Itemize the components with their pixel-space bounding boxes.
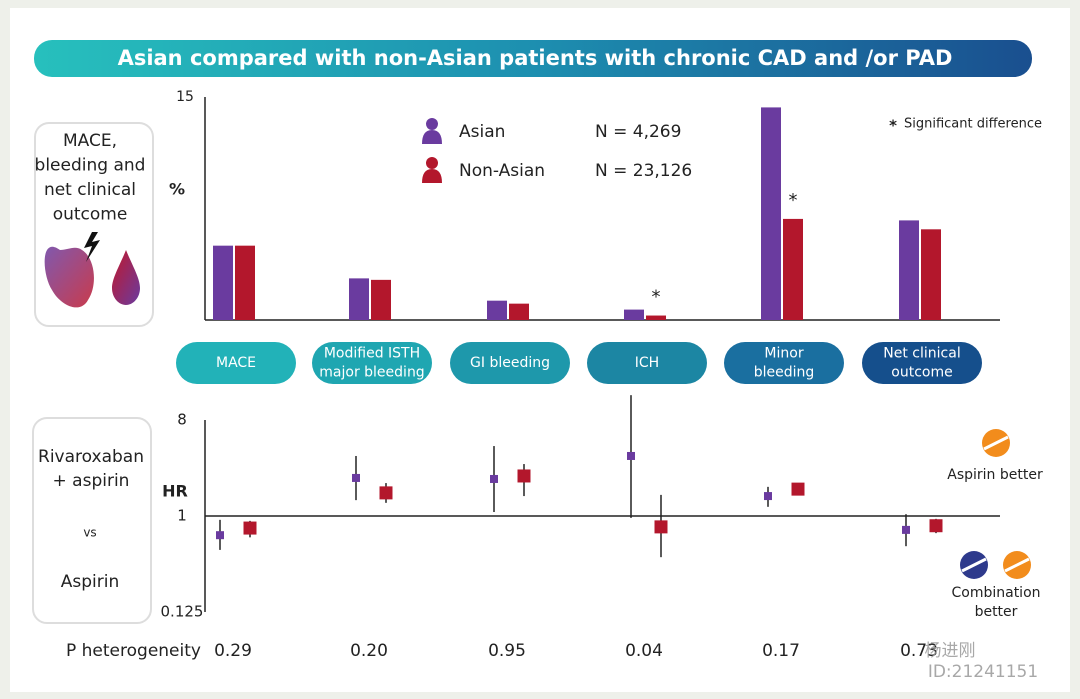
- watermark: 杨进刚: [925, 641, 976, 661]
- category-label: MACE: [216, 355, 256, 371]
- point-estimate: [654, 520, 668, 534]
- bar: [646, 315, 666, 320]
- point-estimate: [764, 492, 772, 501]
- legend-icon: [426, 157, 438, 169]
- bar: [487, 300, 507, 320]
- legend-label: Asian: [459, 122, 505, 142]
- y-tick-label: 1: [177, 507, 187, 525]
- point-estimate: [929, 519, 943, 533]
- bar: [213, 245, 233, 320]
- legend-label: Non-Asian: [459, 161, 545, 181]
- category-pill: [312, 342, 432, 384]
- bar: [371, 279, 391, 320]
- category-label: outcome: [891, 365, 952, 381]
- title: Asian compared with non-Asian patients w…: [118, 46, 953, 70]
- category-label: Minor: [764, 346, 803, 362]
- direction-label: Aspirin better: [947, 467, 1043, 483]
- y-tick-label: 15: [176, 89, 194, 105]
- y-axis-label: %: [169, 180, 185, 199]
- panel-label: bleeding and: [35, 156, 146, 176]
- p-value: 0.73: [900, 641, 938, 661]
- point-estimate: [902, 525, 910, 534]
- p-value: 0.29: [214, 641, 252, 661]
- point-estimate: [216, 531, 224, 540]
- p-value: 0.95: [488, 641, 526, 661]
- category-label: major bleeding: [319, 365, 424, 381]
- y-tick-label: 8: [177, 411, 187, 429]
- vs-label: vs: [83, 526, 96, 540]
- significance-symbol: *: [889, 117, 897, 135]
- category-label: Net clinical: [883, 346, 960, 362]
- category-pill: [862, 342, 982, 384]
- bar: [761, 107, 781, 320]
- bar: [899, 220, 919, 320]
- point-estimate: [379, 486, 393, 500]
- legend-icon: [422, 130, 442, 144]
- lightning-icon: [84, 232, 100, 262]
- legend-sample-size: N = 23,126: [595, 161, 692, 181]
- legend-sample-size: N = 4,269: [595, 122, 681, 142]
- point-estimate: [517, 469, 531, 483]
- bar: [921, 229, 941, 320]
- aspirin-icon: [982, 429, 1010, 457]
- panel-label: + aspirin: [53, 471, 130, 491]
- drop-icon: [112, 250, 140, 305]
- panel-label: Rivaroxaban: [38, 447, 144, 467]
- bar: [349, 278, 369, 320]
- legend-icon: [422, 169, 442, 183]
- combination-icon: [960, 551, 1031, 579]
- significance-marker: *: [652, 287, 661, 308]
- panel-label: MACE,: [63, 131, 117, 151]
- p-heterogeneity-label: P heterogeneity: [66, 641, 201, 661]
- panel-label: outcome: [53, 205, 128, 225]
- p-value: 0.04: [625, 641, 663, 661]
- significance-marker: *: [789, 190, 798, 211]
- panel-label: net clinical: [44, 180, 136, 200]
- direction-label: Combination: [951, 585, 1040, 601]
- bar: [624, 309, 644, 320]
- category-pill: [724, 342, 844, 384]
- category-label: bleeding: [754, 365, 815, 381]
- panel-box: [32, 417, 152, 624]
- point-estimate: [352, 473, 360, 482]
- legend-icon: [426, 118, 438, 130]
- point-estimate: [490, 474, 498, 483]
- category-pill: [176, 342, 296, 384]
- y-axis-label: HR: [162, 482, 188, 501]
- point-estimate: [243, 521, 257, 535]
- p-value: 0.20: [350, 641, 388, 661]
- category-label: GI bleeding: [470, 355, 550, 371]
- comparator-label: Aspirin: [61, 572, 120, 592]
- watermark: ID:21241151: [928, 662, 1038, 682]
- category-pill: [587, 342, 707, 384]
- category-pill: [450, 342, 570, 384]
- bar: [509, 303, 529, 320]
- bar: [235, 245, 255, 320]
- y-tick-label: 0.125: [161, 603, 204, 621]
- bar: [783, 218, 803, 320]
- p-value: 0.17: [762, 641, 800, 661]
- category-label: Modified ISTH: [324, 346, 420, 362]
- point-estimate: [791, 482, 805, 496]
- title-banner: [34, 40, 1032, 77]
- point-estimate: [627, 451, 635, 460]
- heart-icon: [44, 246, 94, 308]
- direction-label: better: [975, 604, 1018, 620]
- category-label: ICH: [635, 355, 659, 371]
- significance-note: Significant difference: [904, 117, 1042, 132]
